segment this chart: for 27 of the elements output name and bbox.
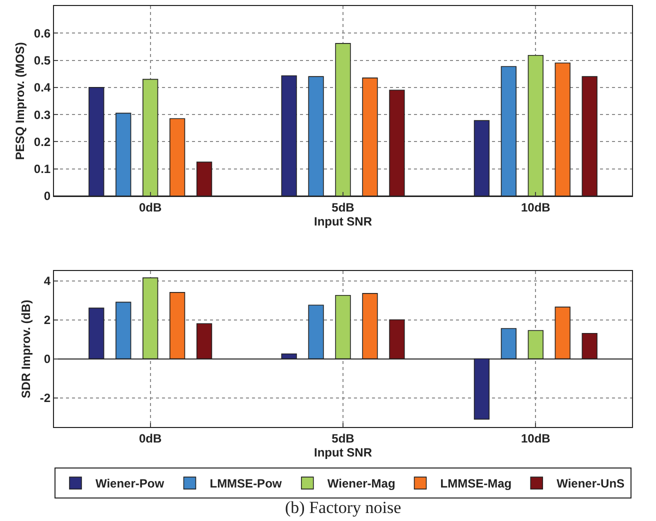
legend-label: LMMSE-Mag — [440, 476, 512, 491]
y-tick-label: 0.6 — [34, 26, 51, 40]
y-tick-label: 0 — [44, 189, 51, 204]
y-tick-label: 4 — [44, 274, 51, 288]
y-axis-title: SDR Improv. (dB) — [19, 300, 34, 398]
y-tick-label: 0.4 — [34, 80, 51, 95]
x-tick-label: 0dB — [138, 431, 162, 446]
x-tick-label: 5dB — [332, 431, 355, 446]
legend-label: Wiener-Mag — [327, 476, 396, 491]
y-tick-label: -2 — [40, 390, 51, 405]
text: (b) Factory noise — [285, 498, 402, 517]
x-tick-label: 0dB — [138, 200, 162, 214]
legend-label: LMMSE-Pow — [210, 476, 282, 491]
x-tick-label: 5dB — [332, 200, 355, 214]
x-tick-label: 10dB — [521, 431, 551, 446]
y-axis-title: PESQ Improv. (MOS) — [13, 42, 28, 160]
x-axis-title: Input SNR — [314, 214, 372, 228]
y-tick-label: 0.5 — [34, 53, 51, 68]
y-tick-label: 0 — [44, 352, 51, 366]
y-tick-label: 0.1 — [34, 162, 51, 176]
legend-label: Wiener-Pow — [96, 476, 165, 491]
legend-label: Wiener-UnS — [556, 476, 625, 491]
x-tick-label: 10dB — [521, 200, 551, 214]
x-axis-title: Input SNR — [314, 445, 372, 460]
y-tick-label: 2 — [44, 312, 51, 327]
y-tick-label: 0.2 — [34, 134, 51, 149]
y-tick-label: 0.3 — [34, 108, 51, 122]
